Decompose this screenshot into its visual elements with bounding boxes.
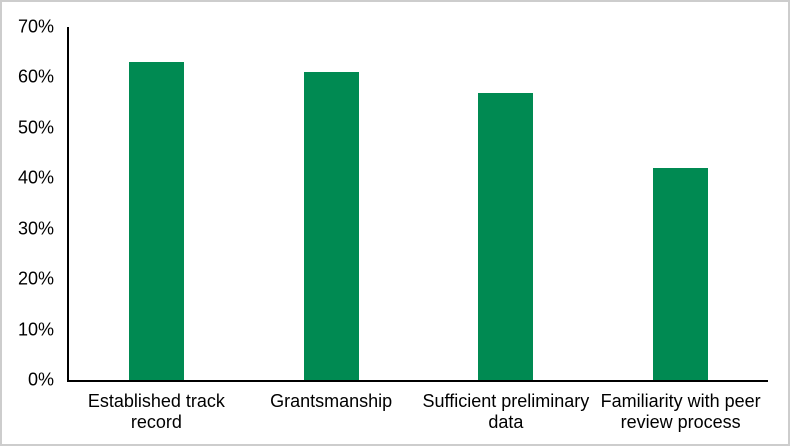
y-tick-label: 50% bbox=[17, 117, 54, 138]
bar bbox=[304, 72, 359, 380]
x-axis-category-labels: Established track record Grantsmanship Suf… bbox=[69, 391, 768, 433]
y-tick-label: 40% bbox=[17, 167, 54, 188]
x-category-label: Familiarity with peer review process bbox=[600, 391, 761, 433]
y-tick-label: 0% bbox=[27, 369, 54, 390]
bar bbox=[129, 62, 184, 380]
y-tick-label: 10% bbox=[17, 319, 54, 340]
x-category-label: Grantsmanship bbox=[270, 391, 393, 411]
y-axis-line bbox=[67, 27, 69, 382]
y-tick-label: 60% bbox=[17, 66, 54, 87]
y-tick-label: 20% bbox=[17, 268, 54, 289]
x-category-label: Sufficient preliminary data bbox=[422, 391, 590, 433]
bar bbox=[478, 93, 533, 380]
y-tick-label: 70% bbox=[17, 16, 54, 37]
bar bbox=[653, 168, 708, 380]
y-tick-label: 30% bbox=[17, 218, 54, 239]
plot-area bbox=[69, 27, 768, 380]
x-axis-line bbox=[67, 380, 768, 382]
x-category-label: Established track record bbox=[87, 391, 225, 433]
